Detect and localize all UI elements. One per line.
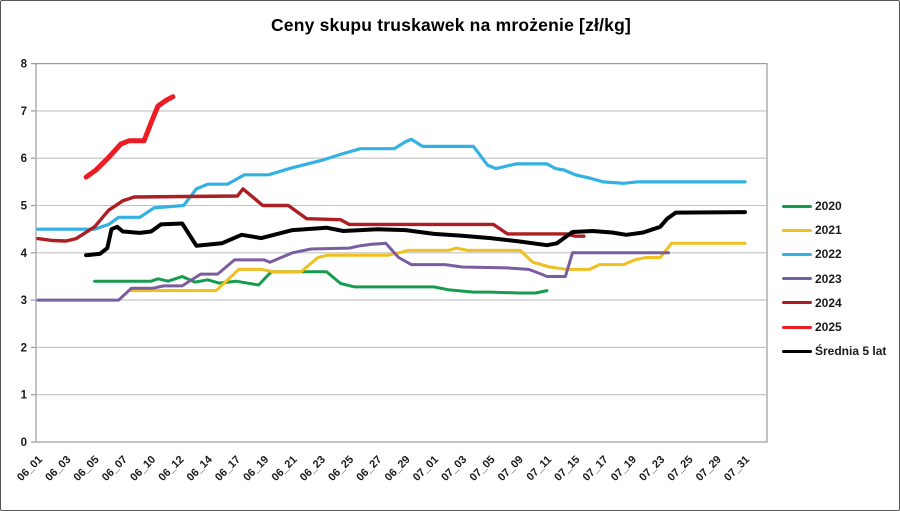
legend-item: 2020 [782,194,886,218]
legend-line-swatch [782,228,812,232]
y-axis-tick-label: 1 [21,390,28,402]
legend-item: 2021 [782,218,886,242]
series-line-średnia-5-lat [84,210,747,258]
legend-item: 2025 [782,315,886,339]
x-axis-tick-label: 07_03 [439,454,469,484]
x-axis-tick-label: 07_09 [496,454,526,484]
x-axis-tick-label: 07_23 [637,454,667,484]
legend-label: 2024 [815,295,842,310]
chart-legend: 2020 2021 2022 2023 2024 2025 Średnia 5 lat [782,194,886,363]
y-axis-tick-label: 0 [21,437,27,449]
series-line-2024 [36,187,586,243]
legend-line-swatch [782,301,812,305]
y-axis-tick-label: 8 [21,59,28,71]
legend-label: 2020 [815,199,842,214]
legend-item: 2024 [782,291,886,315]
x-axis-tick-label: 07_25 [665,454,695,484]
x-axis-tick-label: 06_03 [43,454,73,484]
x-axis-tick-label: 06_19 [241,454,271,484]
x-axis-tick-label: 06_12 [156,454,186,484]
series-line-2022 [36,137,747,231]
x-axis-tick-label: 07_01 [411,454,441,484]
x-axis-tick-label: 06_21 [270,454,300,484]
chart-title: Ceny skupu truskawek na mrożenie [zł/kg] [270,15,632,35]
legend-label: Średnia 5 lat [815,344,887,359]
legend-line-swatch [782,325,812,329]
y-axis-tick-label: 7 [21,106,27,118]
legend-label: 2023 [815,271,842,286]
x-axis-tick-label: 07_05 [467,454,497,484]
y-axis-tick-label: 4 [21,248,28,260]
x-axis-tick-label: 06_23 [298,454,328,484]
legend-label: 2022 [815,247,842,262]
legend-line-swatch [782,252,812,256]
legend-line-swatch [782,349,812,353]
x-axis-tick-label: 06_25 [326,454,356,484]
x-axis-tick-label: 06_27 [354,454,384,484]
x-axis-tick-label: 07_31 [722,454,752,484]
y-axis-tick-label: 2 [21,342,27,354]
legend-item: Średnia 5 lat [782,339,886,363]
legend-label: 2025 [815,320,842,335]
legend-label: 2021 [815,223,842,238]
x-axis-tick-label: 06_17 [213,454,243,484]
x-axis-tick-label: 07_19 [609,454,639,484]
x-axis-tick-label: 06_07 [100,454,130,484]
y-axis-tick-label: 5 [21,201,28,213]
series-line-2023 [36,241,671,302]
x-axis-tick-label: 06_14 [185,453,216,484]
legend-item: 2023 [782,267,886,291]
x-axis-tick-label: 06_01 [15,454,45,484]
x-axis-tick-label: 06_29 [383,454,413,484]
series-line-2020 [93,270,549,295]
series-line-2021 [127,241,747,293]
x-axis-tick-label: 06_05 [72,454,102,484]
legend-item: 2022 [782,242,886,266]
x-axis-tick-label: 07_15 [552,454,582,484]
y-axis-tick-label: 3 [21,295,27,307]
x-axis-tick-label: 06_10 [128,454,158,484]
legend-line-swatch [782,204,812,208]
x-axis-tick-label: 07_11 [524,454,554,484]
y-axis-tick-label: 6 [21,153,27,165]
legend-line-swatch [782,277,812,281]
x-axis-tick-label: 07_17 [581,454,611,484]
series-line-2025 [83,94,176,180]
x-axis-tick-label: 07_29 [694,454,724,484]
